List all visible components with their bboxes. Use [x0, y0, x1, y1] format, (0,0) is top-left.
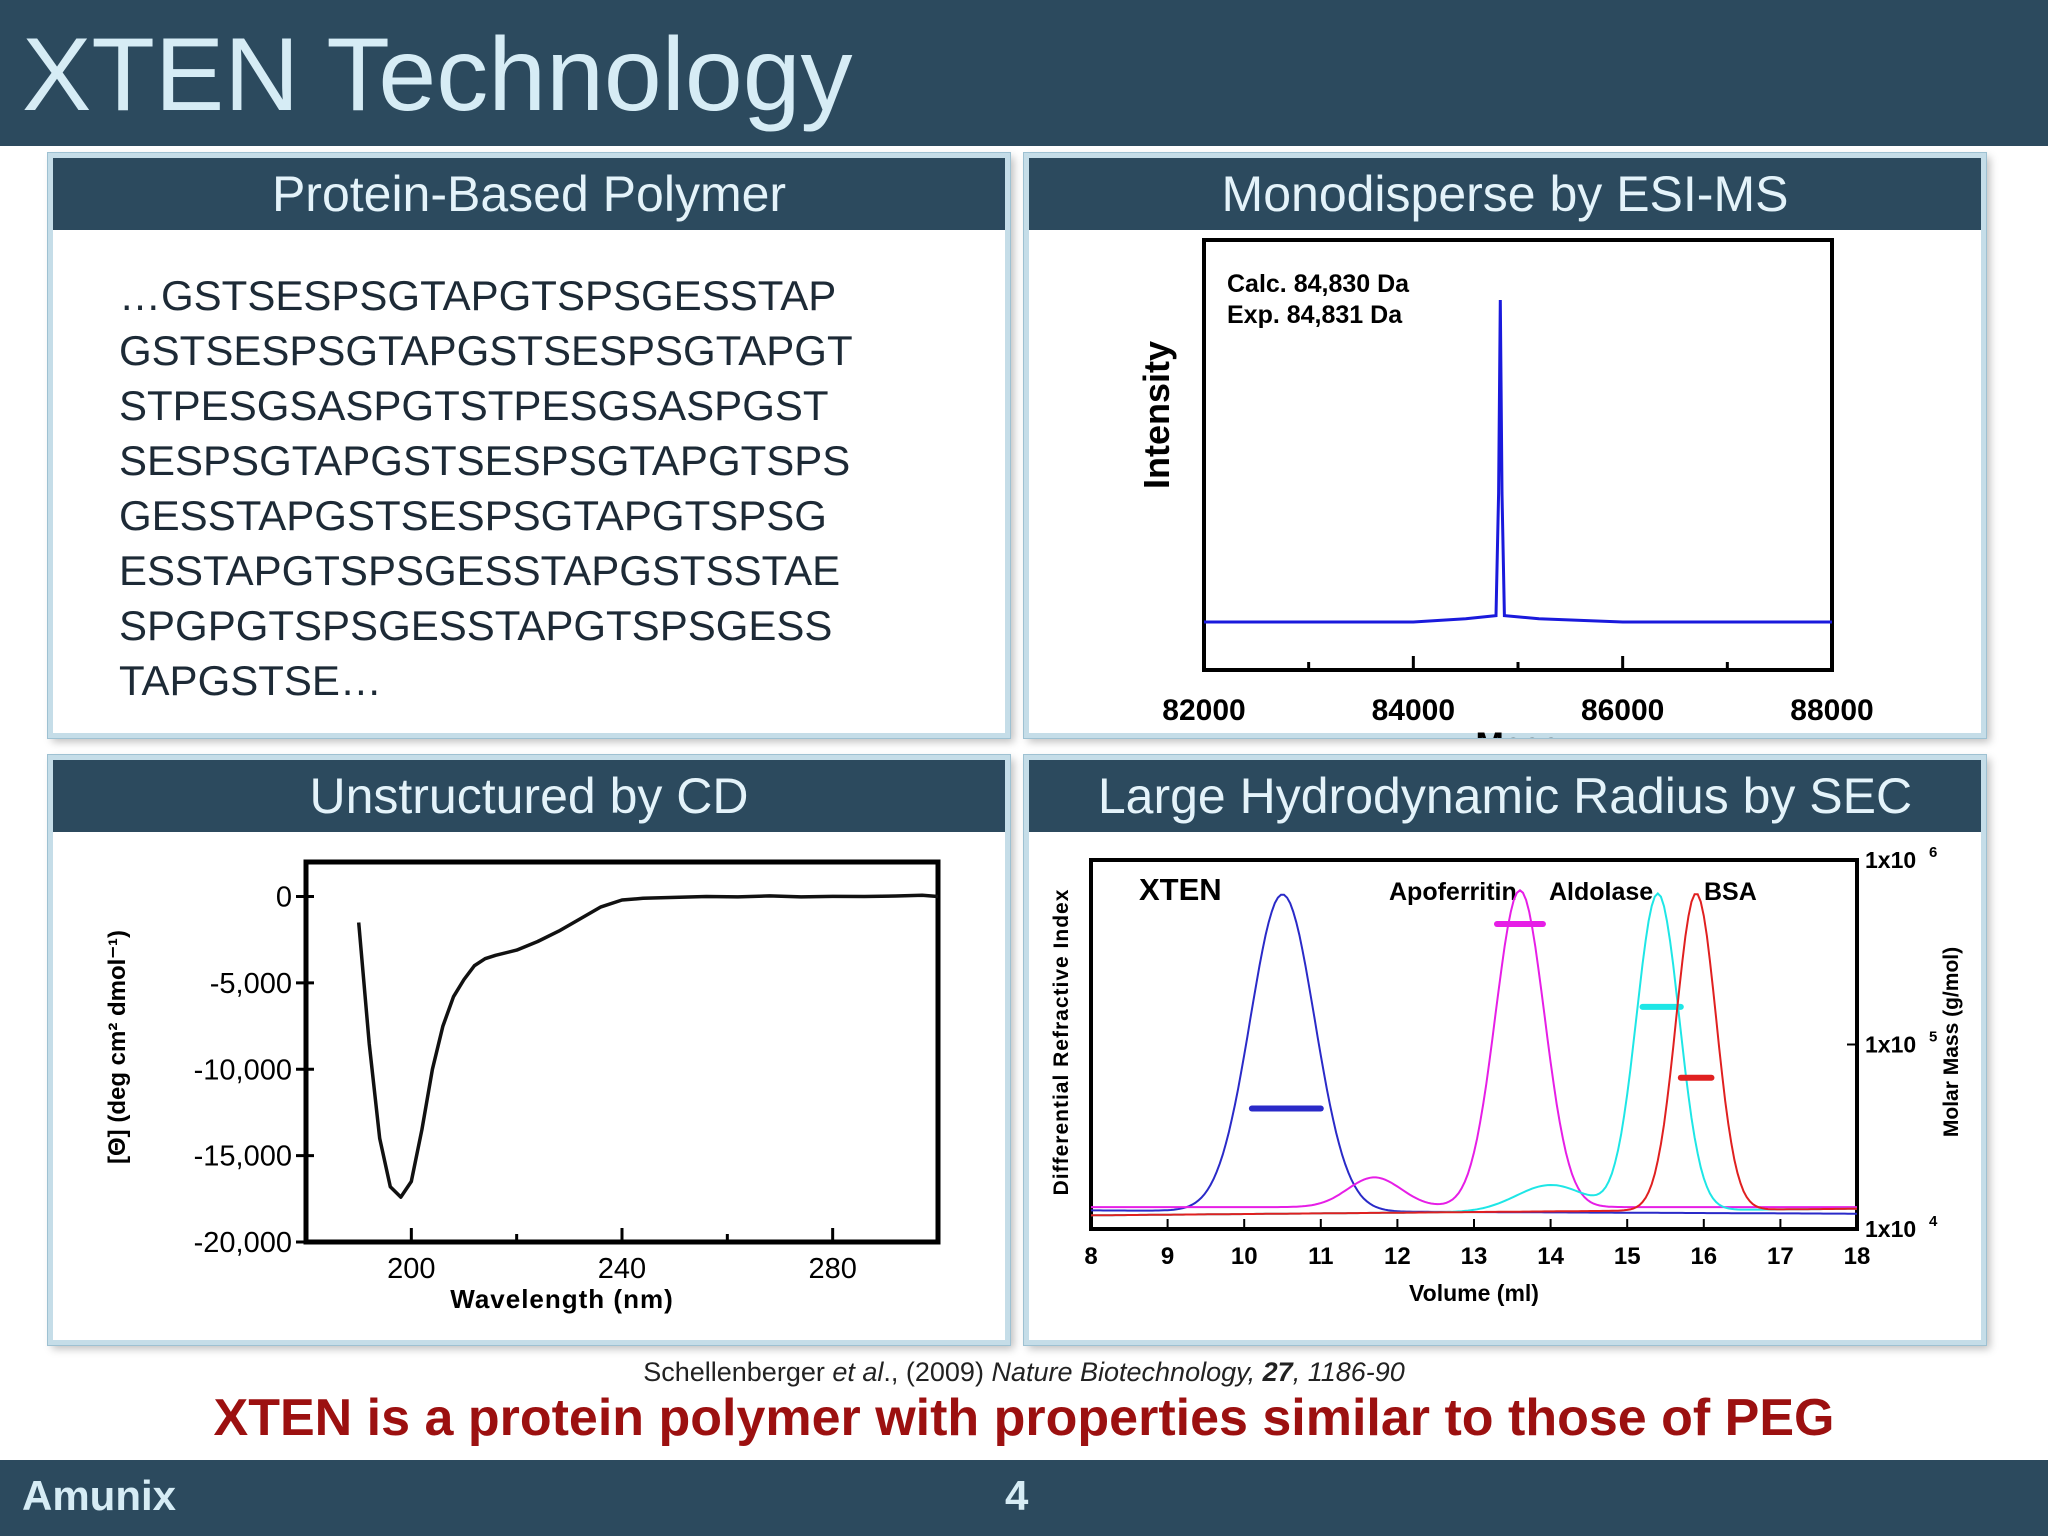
y-tick-label: 0: [276, 882, 292, 914]
sequence-line: ESSTAPGTSPSGESSTAPGSTSSTAE: [119, 547, 841, 594]
y2-axis-label: Molar Mass (g/mol): [1940, 947, 1963, 1137]
y2-tick-label: 1x10: [1865, 1032, 1916, 1058]
mass-annotation: Calc. 84,830 Da: [1227, 270, 1410, 298]
x-tick-label: 82000: [1162, 694, 1245, 727]
panel-header: Monodisperse by ESI-MS: [1029, 158, 1981, 230]
panel-header: Large Hydrodynamic Radius by SEC: [1029, 760, 1981, 832]
x-axis-label: Volume (ml): [1409, 1280, 1539, 1306]
y2-tick-exponent: 4: [1929, 1213, 1938, 1230]
sequence-line: GESSTAPGSTSESPSGTAPGTSPSG: [119, 492, 827, 539]
y-tick-label: -15,000: [194, 1141, 292, 1173]
title-bar: XTEN Technology: [0, 0, 2048, 146]
y-axis-label: [Θ] (deg cm² dmol⁻¹): [104, 930, 131, 1164]
x-tick-label: 15: [1614, 1243, 1641, 1270]
x-tick-label: 84000: [1372, 694, 1455, 727]
plot-frame: [303, 859, 941, 1245]
y2-tick-label: 1x10: [1865, 847, 1916, 873]
x-tick-label: 240: [598, 1253, 646, 1285]
series-label: Apoferritin: [1389, 878, 1517, 906]
mass-annotation: Exp. 84,831 Da: [1227, 301, 1403, 329]
sequence-text: …GSTSESPSGTAPGTSPSGESSTAP GSTSESPSGTAPGST…: [119, 268, 853, 708]
x-tick-label: 9: [1161, 1243, 1174, 1270]
sequence-line: …GSTSESPSGTAPGTSPSGESSTAP: [119, 272, 837, 319]
x-tick-label: 8: [1084, 1243, 1097, 1270]
mass-spectrum-line: [1204, 299, 1832, 624]
x-tick-label: 18: [1844, 1243, 1871, 1270]
x-tick-label: 14: [1537, 1243, 1564, 1270]
page-number: 4: [1005, 1472, 1029, 1519]
y-tick-label: -5,000: [210, 968, 292, 1000]
series-label: BSA: [1704, 878, 1757, 906]
sequence-line: TAPGSTSE…: [119, 657, 382, 704]
sequence-line: GSTSESPSGTAPGSTSESPSGTAPGT: [119, 327, 853, 374]
x-tick-label: 86000: [1581, 694, 1664, 727]
cd-chart: 0 -5,000 -10,000 -15,000 -20,000 200 240 280 Wav…: [104, 859, 941, 1314]
x-tick-label: 12: [1384, 1243, 1411, 1270]
y2-tick-exponent: 6: [1929, 844, 1937, 861]
cd-spectrum-line: [356, 893, 939, 1199]
citation-year: ., (2009): [883, 1357, 992, 1387]
sequence-line: SESPSGTAPGSTSESPSGTAPGTSPS: [119, 437, 851, 484]
tagline: XTEN is a protein polymer with propertie…: [213, 1389, 1835, 1447]
citation-authors: Schellenberger: [643, 1357, 833, 1387]
citation: Schellenberger et al., (2009) Nature Bio…: [0, 1357, 2048, 1388]
y-tick-label: -10,000: [194, 1054, 292, 1086]
x-tick-label: 200: [387, 1253, 435, 1285]
y2-tick-exponent: 5: [1929, 1029, 1937, 1046]
esi-ms-chart: 82000 84000 86000 88000 Mass Intensity Calc. 8…: [1136, 238, 1874, 738]
y-axis-label: Differential Refractive Index: [1050, 889, 1073, 1196]
x-axis-label: Mass: [1475, 726, 1560, 738]
x-tick-label: 17: [1767, 1243, 1794, 1270]
y2-tick-label: 1x10: [1865, 1216, 1916, 1242]
panel-header: Unstructured by CD: [53, 760, 1005, 832]
x-axis-label: Wavelength (nm): [450, 1284, 673, 1314]
x-tick-label: 11: [1308, 1243, 1333, 1270]
citation-journal: Nature Biotechnology,: [991, 1357, 1256, 1387]
x-tick-label: 16: [1690, 1243, 1717, 1270]
panel-cd: Unstructured by CD 0 -5,000 -10,000 -15,000…: [48, 755, 1010, 1345]
refractive-index-trace: [1091, 893, 1857, 1215]
panel-header: Protein-Based Polymer: [53, 158, 1005, 230]
y-axis-label: Intensity: [1136, 341, 1177, 489]
x-tick-label: 13: [1461, 1243, 1488, 1270]
panel-sec: Large Hydrodynamic Radius by SEC 8 9 10 11 1…: [1024, 755, 1986, 1345]
footer-bar: Amunix 4: [0, 1460, 2048, 1536]
citation-pages: , 1186-90: [1292, 1357, 1405, 1387]
x-tick-label: 280: [808, 1253, 856, 1285]
panel-protein-polymer: Protein-Based Polymer …GSTSESPSGTAPGTSPS…: [48, 153, 1010, 738]
slide-title: XTEN Technology: [22, 17, 853, 133]
citation-etal: et al: [832, 1357, 884, 1387]
series-label: XTEN: [1139, 872, 1222, 907]
x-tick-label: 88000: [1790, 694, 1873, 727]
series-label: Aldolase: [1549, 878, 1653, 906]
refractive-index-trace: [1091, 889, 1857, 1209]
y-tick-label: -20,000: [194, 1227, 292, 1259]
citation-volume: 27: [1262, 1357, 1293, 1387]
x-tick-label: 10: [1231, 1243, 1258, 1270]
panel-esi-ms: Monodisperse by ESI-MS 82000 84000 86000 88…: [1024, 153, 1986, 738]
plot-frame: [1089, 858, 1859, 1231]
refractive-index-trace: [1090, 892, 1857, 1217]
refractive-index-trace: [1090, 893, 1858, 1217]
footer-brand: Amunix: [22, 1472, 177, 1519]
sequence-line: STPESGSASPGTSTPESGSASPGST: [119, 382, 829, 429]
sequence-line: SPGPGTSPSGESSTAPGTSPSGESS: [119, 602, 833, 649]
